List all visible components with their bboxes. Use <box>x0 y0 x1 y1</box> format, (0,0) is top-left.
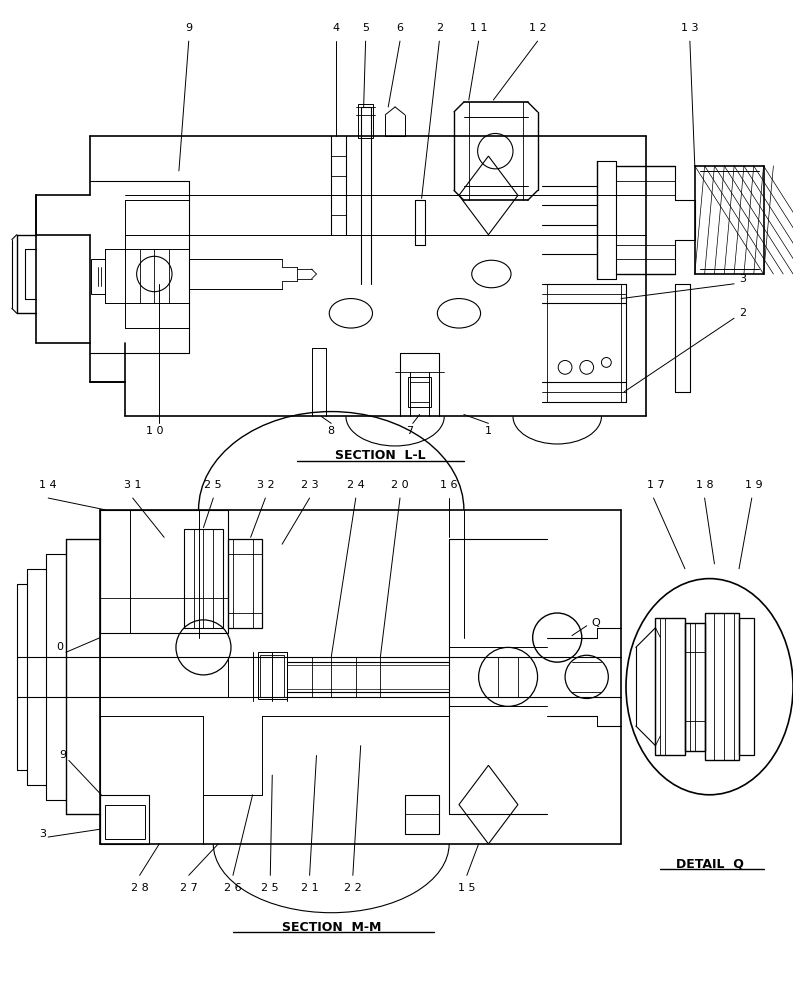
Text: 9: 9 <box>185 23 192 33</box>
Text: 3: 3 <box>739 274 746 284</box>
Text: 3: 3 <box>39 829 46 839</box>
Text: 7: 7 <box>406 426 414 436</box>
Text: 9: 9 <box>58 750 66 760</box>
Text: SECTION  L-L: SECTION L-L <box>335 449 426 462</box>
Text: 1 0: 1 0 <box>146 426 163 436</box>
Text: 2 6: 2 6 <box>224 883 242 893</box>
Text: 1 4: 1 4 <box>39 480 57 490</box>
Text: 2 7: 2 7 <box>180 883 198 893</box>
Text: 1 1: 1 1 <box>470 23 487 33</box>
Text: 1 5: 1 5 <box>458 883 475 893</box>
Text: 1 6: 1 6 <box>440 480 458 490</box>
Bar <box>685 623 705 751</box>
Bar <box>91 259 106 294</box>
Text: 3 1: 3 1 <box>124 480 142 490</box>
Text: 2 2: 2 2 <box>344 883 362 893</box>
Bar <box>408 377 431 407</box>
Text: 1: 1 <box>485 426 492 436</box>
Text: DETAIL  Q: DETAIL Q <box>675 857 743 870</box>
Text: 1 9: 1 9 <box>745 480 762 490</box>
Bar <box>705 613 739 760</box>
Text: 6: 6 <box>397 23 403 33</box>
Bar <box>405 795 439 834</box>
Text: 2 3: 2 3 <box>301 480 318 490</box>
Text: 2 8: 2 8 <box>130 883 149 893</box>
Text: 1 8: 1 8 <box>696 480 714 490</box>
Text: 1 7: 1 7 <box>646 480 664 490</box>
Text: 3 2: 3 2 <box>257 480 274 490</box>
Text: 1 2: 1 2 <box>529 23 546 33</box>
Bar <box>100 795 150 844</box>
Text: 2 1: 2 1 <box>301 883 318 893</box>
Bar <box>358 104 374 138</box>
Bar <box>655 618 685 755</box>
Text: SECTION  M-M: SECTION M-M <box>282 921 381 934</box>
Bar <box>100 510 228 633</box>
Bar <box>228 539 262 628</box>
Text: 8: 8 <box>328 426 334 436</box>
Text: 4: 4 <box>333 23 340 33</box>
Text: 0: 0 <box>56 642 63 652</box>
Text: 2 5: 2 5 <box>262 883 279 893</box>
Bar <box>739 618 754 755</box>
Text: 2: 2 <box>739 308 746 318</box>
Text: 2: 2 <box>436 23 443 33</box>
Bar <box>258 652 287 699</box>
Bar <box>106 805 145 839</box>
Text: Q: Q <box>592 618 600 628</box>
Text: 5: 5 <box>362 23 369 33</box>
Text: 1 3: 1 3 <box>681 23 698 33</box>
Bar <box>261 655 284 697</box>
Text: 2 0: 2 0 <box>391 480 409 490</box>
Text: 2 4: 2 4 <box>347 480 365 490</box>
Bar <box>184 529 223 628</box>
Text: 2 5: 2 5 <box>205 480 222 490</box>
Bar <box>410 382 430 402</box>
